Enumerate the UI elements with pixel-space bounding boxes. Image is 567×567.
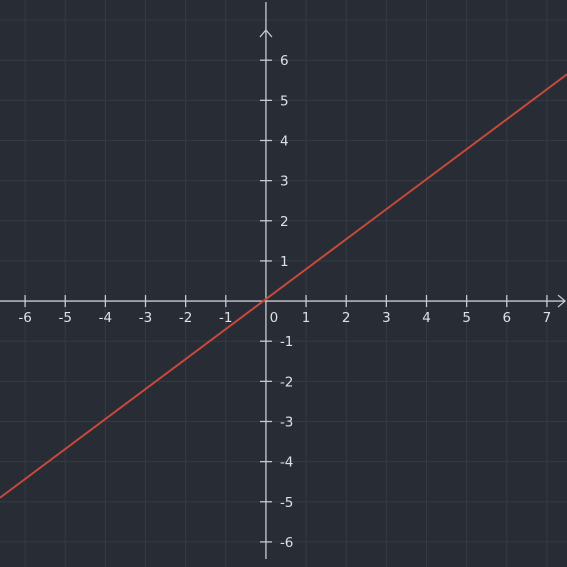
y-tick-label: -3 <box>280 414 293 430</box>
y-tick-label: 6 <box>280 53 289 69</box>
x-tick-label: 7 <box>543 310 552 326</box>
x-tick-label: -1 <box>219 310 232 326</box>
x-axis-arrow <box>557 294 566 308</box>
x-tick-label: 2 <box>342 310 351 326</box>
y-tick-label: 1 <box>280 254 289 270</box>
x-tick-label: 1 <box>302 310 311 326</box>
x-tick-label: -6 <box>18 310 31 326</box>
y-tick-label: -5 <box>280 495 293 511</box>
x-tick-label: 5 <box>462 310 471 326</box>
y-tick-label: 3 <box>280 174 289 190</box>
y-tick-label: 2 <box>280 214 289 230</box>
series <box>0 73 567 499</box>
y-tick-label: -6 <box>280 535 293 551</box>
x-tick-label: -2 <box>179 310 192 326</box>
y-axis-arrow <box>259 29 273 38</box>
y-tick-label: 4 <box>280 133 289 149</box>
x-tick-label: -5 <box>58 310 71 326</box>
y-tick-label: -1 <box>280 334 293 350</box>
x-tick-label: 3 <box>382 310 391 326</box>
y-tick-label: -2 <box>280 374 293 390</box>
x-tick-label: 0 <box>270 310 279 326</box>
x-tick-label: -3 <box>139 310 152 326</box>
x-tick-label: 6 <box>502 310 511 326</box>
series-line <box>0 73 567 499</box>
x-tick-label: 4 <box>422 310 431 326</box>
y-tick-label: 5 <box>280 93 289 109</box>
y-tick-label: -4 <box>280 455 293 471</box>
x-tick-label: -4 <box>99 310 112 326</box>
ticks <box>24 59 548 543</box>
